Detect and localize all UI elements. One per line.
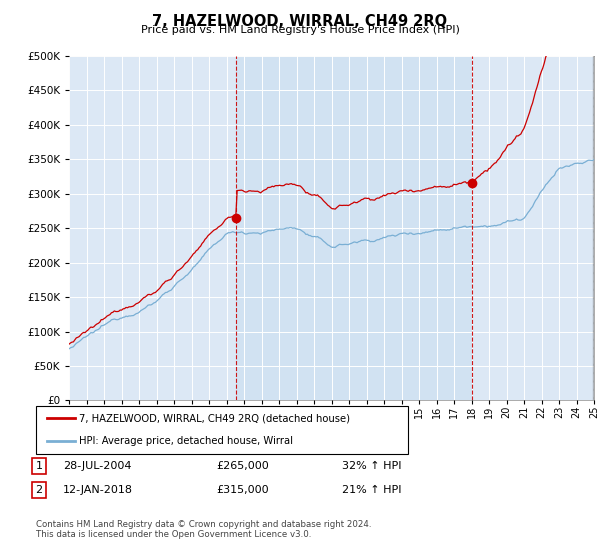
Text: £265,000: £265,000 xyxy=(216,461,269,471)
Text: Price paid vs. HM Land Registry's House Price Index (HPI): Price paid vs. HM Land Registry's House … xyxy=(140,25,460,35)
Text: 1: 1 xyxy=(0,559,1,560)
Text: Contains HM Land Registry data © Crown copyright and database right 2024.
This d: Contains HM Land Registry data © Crown c… xyxy=(36,520,371,539)
Text: 32% ↑ HPI: 32% ↑ HPI xyxy=(342,461,401,471)
Bar xyxy=(593,56,596,400)
Text: 21% ↑ HPI: 21% ↑ HPI xyxy=(342,485,401,495)
Text: 7, HAZELWOOD, WIRRAL, CH49 2RQ: 7, HAZELWOOD, WIRRAL, CH49 2RQ xyxy=(152,14,448,29)
Text: 7, HAZELWOOD, WIRRAL, CH49 2RQ (detached house): 7, HAZELWOOD, WIRRAL, CH49 2RQ (detached… xyxy=(79,413,350,423)
Text: 2: 2 xyxy=(35,485,43,495)
Text: 1: 1 xyxy=(35,461,43,471)
Bar xyxy=(236,56,472,400)
Text: 12-JAN-2018: 12-JAN-2018 xyxy=(63,485,133,495)
Text: 2: 2 xyxy=(0,559,1,560)
Text: HPI: Average price, detached house, Wirral: HPI: Average price, detached house, Wirr… xyxy=(79,436,293,446)
Text: £315,000: £315,000 xyxy=(216,485,269,495)
Text: 28-JUL-2004: 28-JUL-2004 xyxy=(63,461,131,471)
